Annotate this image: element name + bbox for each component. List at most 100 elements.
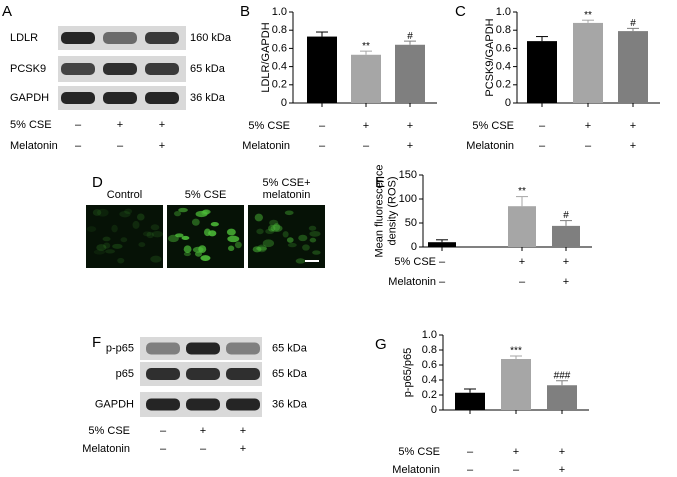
condition-label: Melatonin xyxy=(392,464,440,476)
bar xyxy=(351,54,381,103)
bar xyxy=(552,225,580,247)
condition-symbol: + xyxy=(630,120,636,132)
cell xyxy=(112,243,123,249)
y-tick-label: 0.8 xyxy=(272,24,287,36)
significance: *** xyxy=(510,346,522,357)
cell xyxy=(273,223,281,231)
cell xyxy=(256,228,264,235)
panel-letter: G xyxy=(375,336,387,353)
blot-band xyxy=(226,398,260,411)
cell xyxy=(192,246,204,253)
y-tick-label: 1.0 xyxy=(422,329,437,341)
micrograph xyxy=(248,205,325,268)
cell xyxy=(136,213,145,221)
condition-symbol: + xyxy=(519,256,525,268)
y-tick-label: 0.6 xyxy=(422,359,437,371)
cell xyxy=(183,251,191,257)
condition-symbol: – xyxy=(539,140,546,152)
significance: ### xyxy=(554,370,571,381)
cell xyxy=(295,258,306,264)
blot-band xyxy=(61,63,95,75)
size-label: 65 kDa xyxy=(272,368,308,380)
cell xyxy=(287,242,297,248)
y-tick-label: 100 xyxy=(399,193,417,205)
condition-symbol: – xyxy=(117,140,124,152)
error-bar xyxy=(560,220,572,226)
cell xyxy=(191,218,200,226)
panel-letter: F xyxy=(92,334,101,351)
error-bar xyxy=(510,355,522,359)
condition-symbol: + xyxy=(200,425,206,437)
cell xyxy=(267,224,276,232)
cell xyxy=(227,245,235,251)
condition-symbol: – xyxy=(539,120,546,132)
condition-symbol: – xyxy=(467,464,474,476)
y-tick-label: 1.0 xyxy=(272,6,287,18)
blot-band xyxy=(226,368,260,380)
cell xyxy=(120,237,128,243)
blot-band xyxy=(145,92,179,104)
condition-symbol: + xyxy=(563,256,569,268)
cell xyxy=(227,235,240,243)
condition-label: Melatonin xyxy=(10,140,58,152)
condition-symbol: – xyxy=(519,276,526,288)
condition-symbol: + xyxy=(159,140,165,152)
y-axis-label-line: density (ROS) xyxy=(386,176,398,245)
y-tick-label: 0.2 xyxy=(496,79,511,91)
condition-symbol: – xyxy=(75,140,82,152)
cell xyxy=(178,207,188,213)
cell xyxy=(86,226,97,232)
error-bar xyxy=(556,380,568,386)
y-axis-label: PCSK9/GAPDH xyxy=(484,18,496,96)
blot-band xyxy=(103,92,137,104)
error-bar xyxy=(536,36,548,42)
cell xyxy=(102,236,111,242)
image-label: melatonin xyxy=(263,189,311,201)
blot-band xyxy=(61,32,95,44)
cell xyxy=(103,242,111,249)
image-label: Control xyxy=(107,189,142,201)
cell xyxy=(210,222,219,227)
protein-label: LDLR xyxy=(10,32,38,44)
significance: # xyxy=(630,18,636,29)
bar xyxy=(618,31,648,103)
image-label: 5% CSE+ xyxy=(263,177,311,189)
blot-band xyxy=(146,342,180,355)
micrograph xyxy=(86,205,163,268)
condition-label: 5% CSE xyxy=(88,425,130,437)
cell xyxy=(119,210,131,218)
bar xyxy=(428,242,456,247)
blot-band xyxy=(146,398,180,411)
condition-label: 5% CSE xyxy=(472,120,514,132)
condition-symbol: – xyxy=(439,256,446,268)
cell xyxy=(142,231,152,237)
condition-symbol: + xyxy=(585,120,591,132)
condition-symbol: – xyxy=(439,276,446,288)
condition-symbol: + xyxy=(117,119,123,131)
cell xyxy=(117,257,125,264)
condition-label: 5% CSE xyxy=(248,120,290,132)
cell xyxy=(173,211,182,217)
condition-symbol: + xyxy=(407,120,413,132)
cell xyxy=(96,208,109,217)
cell xyxy=(269,219,279,227)
cell xyxy=(302,244,310,251)
cell xyxy=(96,244,107,251)
cell xyxy=(151,231,163,238)
significance: ** xyxy=(518,186,526,197)
error-bar xyxy=(516,196,528,207)
panel-letter: D xyxy=(92,174,103,191)
y-tick-label: 0.6 xyxy=(272,42,287,54)
y-tick-label: 50 xyxy=(405,217,417,229)
cell xyxy=(308,225,317,231)
condition-symbol: + xyxy=(630,140,636,152)
significance: ** xyxy=(584,10,592,21)
condition-symbol: – xyxy=(319,140,326,152)
cell xyxy=(181,235,190,241)
size-label: 36 kDa xyxy=(272,398,308,410)
size-label: 65 kDa xyxy=(190,63,226,75)
condition-label: 5% CSE xyxy=(394,256,436,268)
protein-label: GAPDH xyxy=(10,92,49,104)
y-axis-label: p-p65/p65 xyxy=(402,348,414,398)
